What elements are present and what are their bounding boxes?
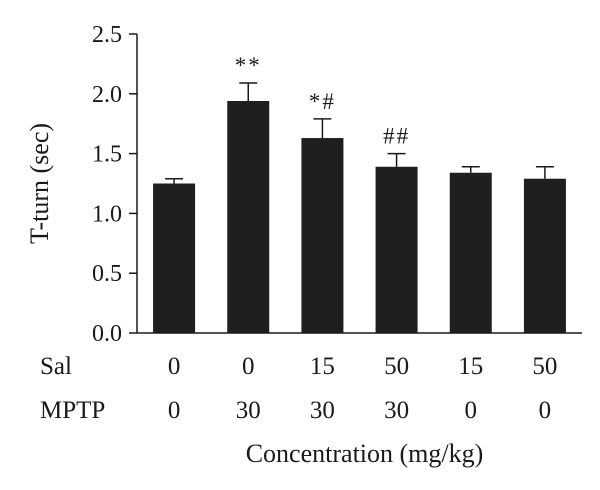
- row-value: 15: [310, 353, 335, 380]
- bar: [153, 183, 196, 333]
- row-value: 50: [532, 353, 557, 380]
- row-value: 30: [236, 397, 261, 424]
- y-tick-label: 0.0: [92, 321, 122, 347]
- group-rows: Sal 0 0 15 50 15 50 MPTP 0 30 30 30 0 0: [40, 353, 557, 424]
- row-value: 0: [465, 397, 478, 424]
- row-value: 30: [310, 397, 335, 424]
- row-value: 0: [168, 353, 181, 380]
- x-axis-title: Concentration (mg/kg): [246, 439, 484, 468]
- y-axis-title: T-turn (sec): [25, 123, 54, 244]
- bar: [449, 172, 492, 333]
- row-value: 0: [168, 397, 181, 424]
- row-value: 0: [539, 397, 552, 424]
- bar: [375, 166, 418, 333]
- bar: [227, 100, 270, 333]
- bar: [301, 138, 344, 333]
- annotations-group: ** *# ##: [235, 53, 410, 149]
- bars-group: [153, 100, 566, 333]
- row-value: 30: [384, 397, 409, 424]
- row-value: 15: [458, 353, 483, 380]
- y-axis: 0.0 0.5 1.0 1.5 2.0 2.5: [92, 22, 138, 347]
- significance-label: ##: [383, 124, 410, 149]
- row-label: Sal: [40, 353, 72, 380]
- y-tick-label: 1.5: [92, 142, 122, 168]
- row-label: MPTP: [40, 397, 105, 424]
- bar: [523, 178, 566, 333]
- y-tick-label: 2.5: [92, 22, 122, 48]
- row-value: 50: [384, 353, 409, 380]
- significance-label: *#: [309, 89, 336, 114]
- y-tick-label: 1.0: [92, 201, 122, 227]
- significance-label: **: [235, 53, 262, 78]
- error-bars-group: [165, 82, 554, 184]
- y-tick-label: 2.0: [92, 82, 122, 108]
- y-tick-label: 0.5: [92, 261, 122, 287]
- row-value: 0: [242, 353, 255, 380]
